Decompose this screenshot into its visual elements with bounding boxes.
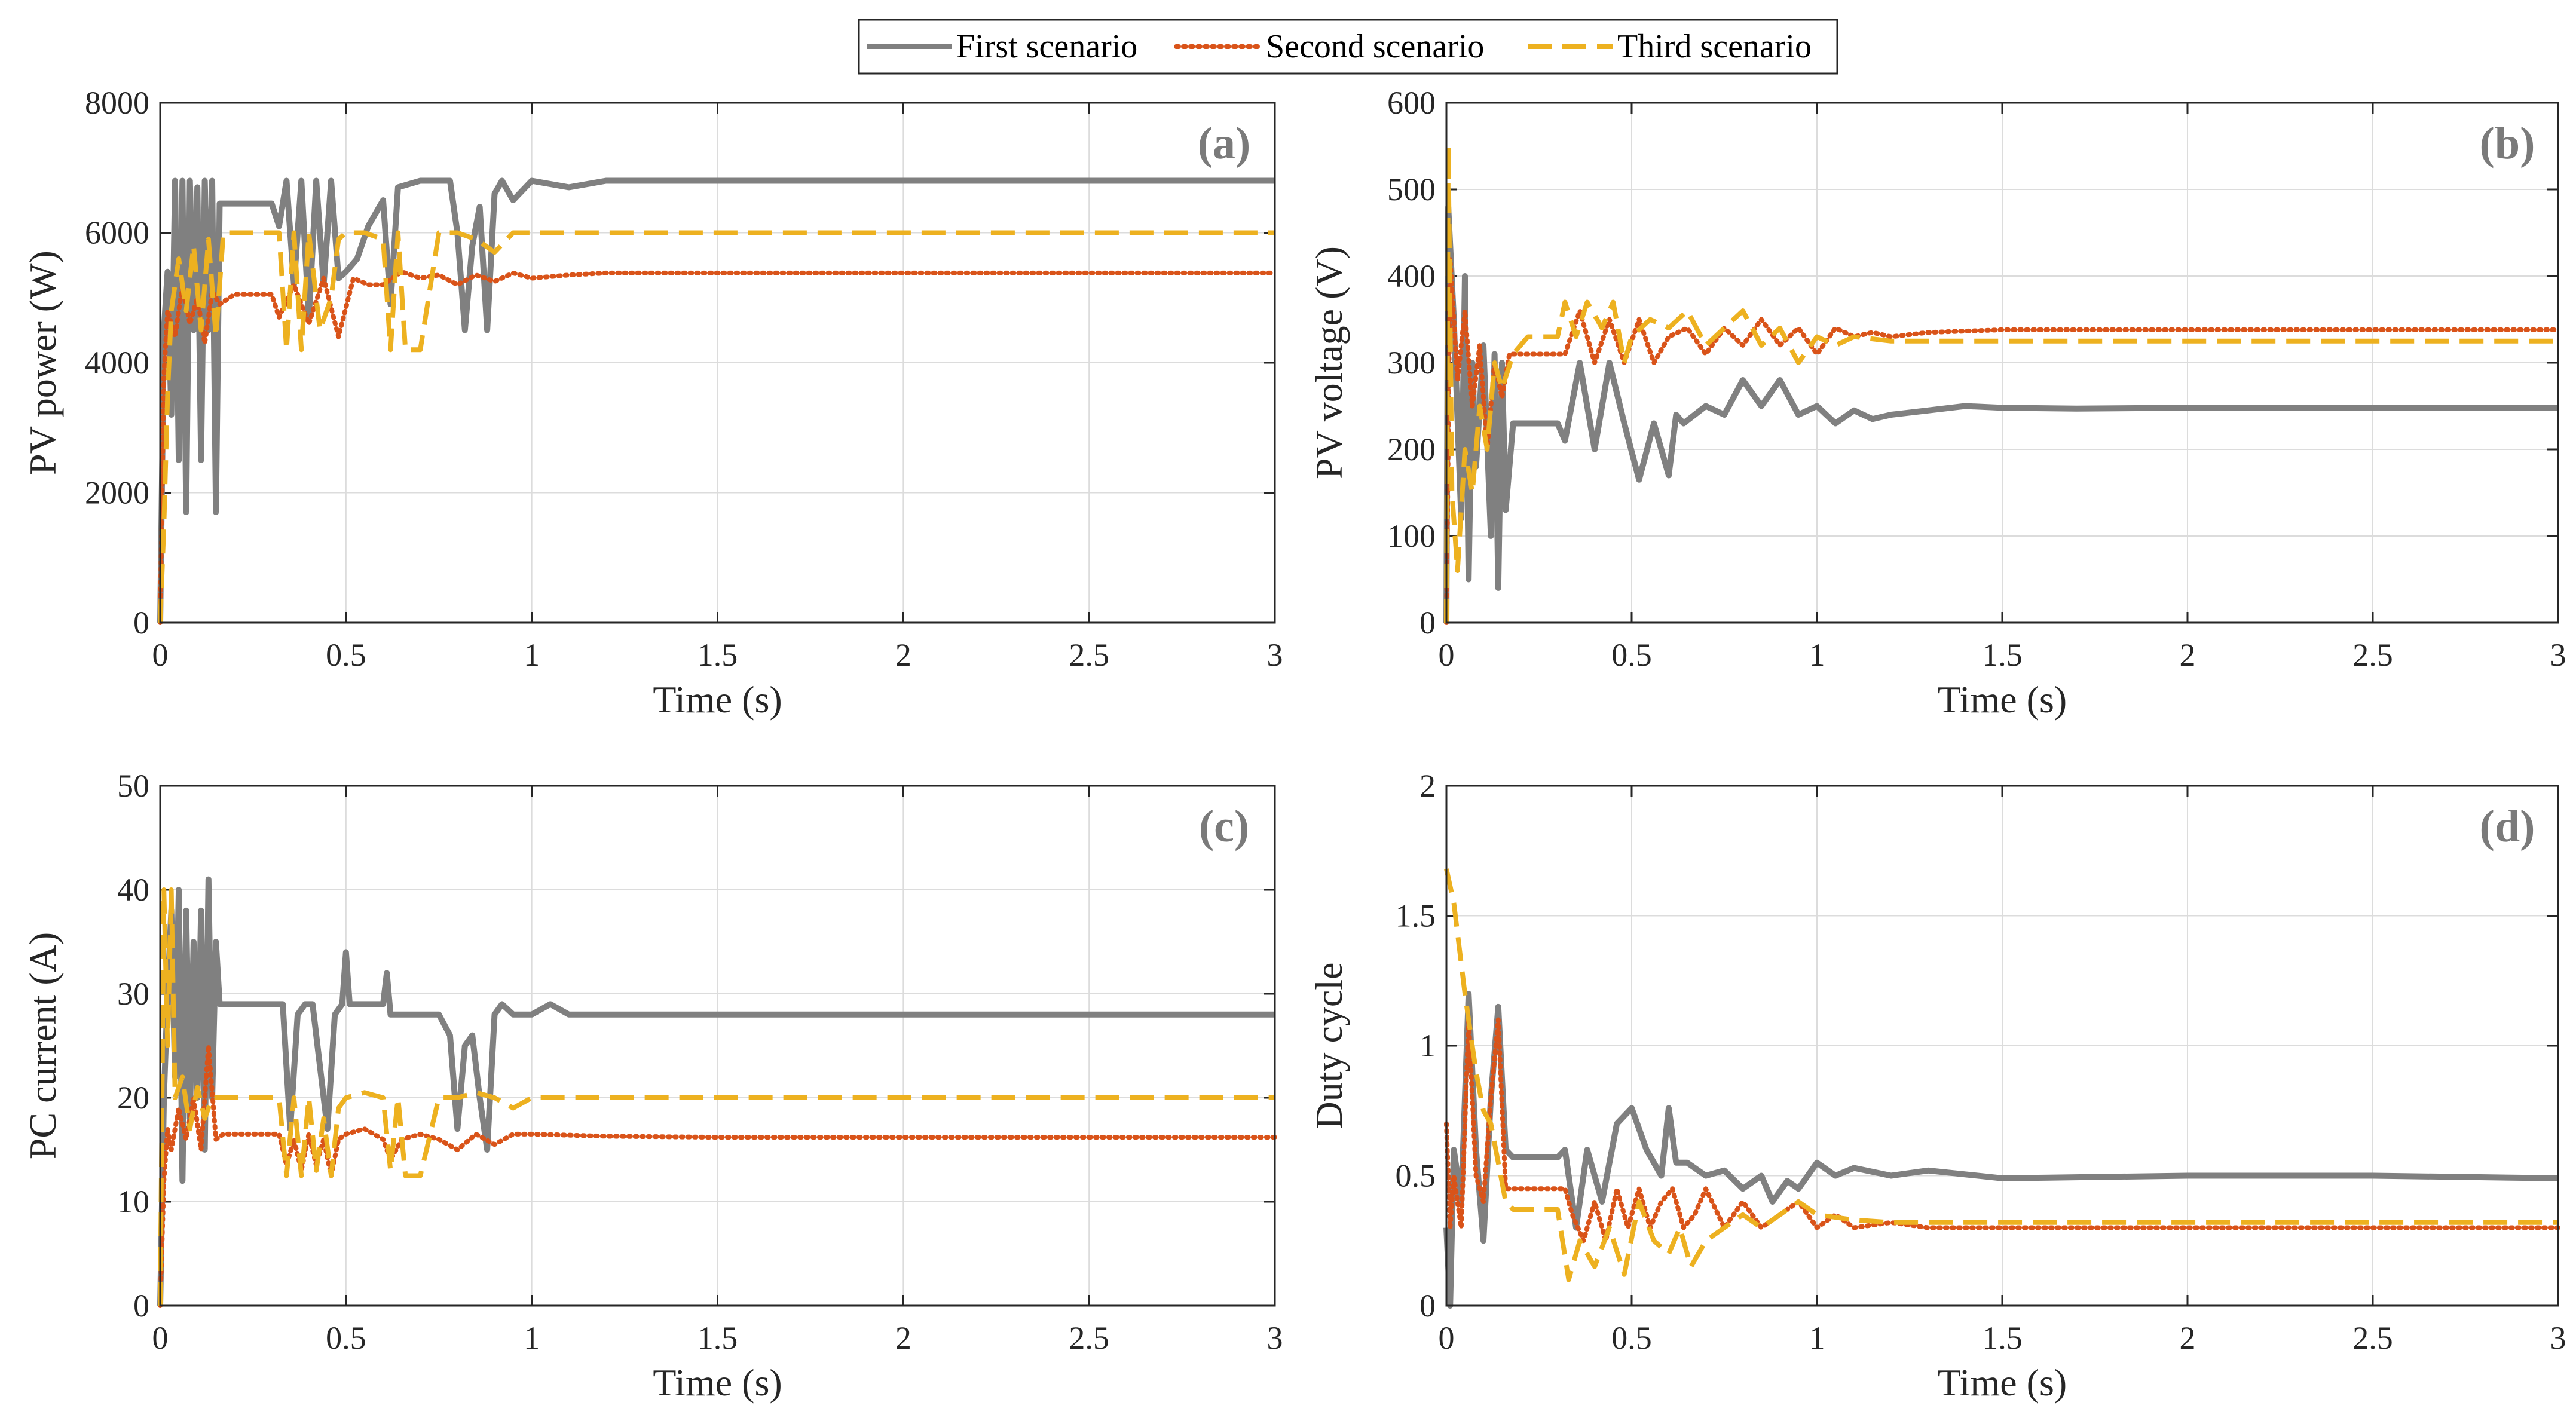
y-tick-label: 6000 — [85, 215, 149, 251]
y-tick-label: 4000 — [85, 345, 149, 381]
x-tick-label: 0 — [152, 637, 169, 673]
legend-label-first: First scenario — [956, 28, 1137, 65]
y-tick-label: 1.5 — [1396, 898, 1436, 934]
series-line-first — [1443, 991, 2559, 1309]
x-tick-label: 1 — [524, 1320, 540, 1356]
series-line-second — [1444, 256, 2560, 625]
y-tick-label: 200 — [1387, 431, 1436, 467]
axes-frame — [1445, 102, 2559, 624]
y-tick-label: 1 — [1419, 1028, 1436, 1064]
x-axis-label: Time (s) — [1938, 1361, 2067, 1404]
panel-label: (c) — [1199, 801, 1249, 852]
legend: First scenario Second scenario Third sce… — [858, 19, 1838, 75]
y-axis-label: PV voltage (V) — [1308, 246, 1350, 479]
panel-d: 0 0.5 1 1.5 2 2.5 3 0 0.5 1 1.5 2 (d) Time (s) Duty cy… — [1308, 768, 2566, 1404]
y-tick-label: 50 — [117, 768, 149, 804]
y-axis-label: PV power (W) — [22, 250, 64, 475]
x-tick-label: 2.5 — [1069, 1320, 1109, 1356]
x-tick-label: 1 — [524, 637, 540, 673]
panel-label: (a) — [1198, 118, 1251, 169]
y-tick-label: 0 — [1419, 1288, 1436, 1324]
x-tick-label: 1.5 — [697, 1320, 738, 1356]
y-tick-label: 40 — [117, 872, 149, 908]
x-tick-label: 0.5 — [1611, 1320, 1652, 1356]
x-tick-label: 1 — [1809, 637, 1825, 673]
series-line-second — [158, 269, 1277, 625]
axes-frame — [1445, 785, 2559, 1307]
y-tick-label: 0 — [133, 1288, 149, 1324]
y-tick-label: 8000 — [85, 85, 149, 121]
series-line-third — [158, 887, 1275, 1306]
y-tick-label: 2 — [1419, 768, 1436, 804]
x-tick-label: 2.5 — [1069, 637, 1109, 673]
x-tick-label: 3 — [1267, 1320, 1283, 1356]
x-tick-label: 3 — [1267, 637, 1283, 673]
x-tick-label: 0 — [152, 1320, 169, 1356]
x-tick-label: 0 — [1439, 1320, 1455, 1356]
y-tick-label: 0 — [133, 605, 149, 641]
legend-label-second: Second scenario — [1266, 28, 1484, 65]
axes-frame — [159, 785, 1276, 1307]
series-line-third — [158, 230, 1275, 623]
series-line-third — [1444, 143, 2558, 623]
y-tick-label: 500 — [1387, 172, 1436, 207]
legend-box — [858, 19, 1838, 75]
x-tick-label: 2.5 — [2352, 637, 2393, 673]
y-tick-label: 300 — [1387, 345, 1436, 381]
series-line-third — [1444, 868, 2558, 1282]
panel-b: 0 0.5 1 1.5 2 2.5 3 0 100 200 300 400 500 600 (b) Time … — [1308, 85, 2566, 721]
x-tick-label: 2.5 — [2352, 1320, 2393, 1356]
panel-label: (d) — [2480, 801, 2535, 852]
y-tick-label: 20 — [117, 1080, 149, 1116]
x-axis-label: Time (s) — [653, 678, 782, 721]
x-tick-label: 1.5 — [1982, 1320, 2023, 1356]
y-tick-label: 600 — [1387, 85, 1436, 121]
x-tick-label: 2 — [895, 1320, 911, 1356]
x-tick-label: 2 — [2180, 1320, 2196, 1356]
x-axis-label: Time (s) — [1938, 678, 2067, 721]
x-tick-label: 0.5 — [1611, 637, 1652, 673]
panel-a: 0 0.5 1 1.5 2 2.5 3 0 2000 4000 6000 8000 (a) Time (s… — [22, 85, 1283, 721]
x-tick-label: 3 — [2550, 1320, 2566, 1356]
y-axis-label: Duty cycle — [1308, 963, 1350, 1129]
axes-frame — [159, 102, 1276, 624]
x-tick-label: 1 — [1809, 1320, 1825, 1356]
x-axis-label: Time (s) — [653, 1361, 782, 1404]
y-tick-label: 0 — [1419, 605, 1436, 641]
legend-label-third: Third scenario — [1617, 28, 1812, 65]
x-tick-label: 3 — [2550, 637, 2566, 673]
x-tick-label: 1.5 — [697, 637, 738, 673]
x-tick-label: 0.5 — [326, 1320, 366, 1356]
y-tick-label: 2000 — [85, 475, 149, 511]
x-tick-label: 0 — [1439, 637, 1455, 673]
y-tick-label: 30 — [117, 976, 149, 1012]
y-tick-label: 100 — [1387, 518, 1436, 554]
x-tick-label: 0.5 — [326, 637, 366, 673]
panel-label: (b) — [2480, 118, 2535, 169]
x-tick-label: 2 — [895, 637, 911, 673]
y-tick-label: 400 — [1387, 258, 1436, 294]
x-tick-label: 1.5 — [1982, 637, 2023, 673]
y-axis-label: PC current (A) — [22, 932, 64, 1159]
y-tick-label: 0.5 — [1396, 1158, 1436, 1194]
y-tick-label: 10 — [117, 1184, 149, 1220]
x-tick-label: 2 — [2180, 637, 2196, 673]
